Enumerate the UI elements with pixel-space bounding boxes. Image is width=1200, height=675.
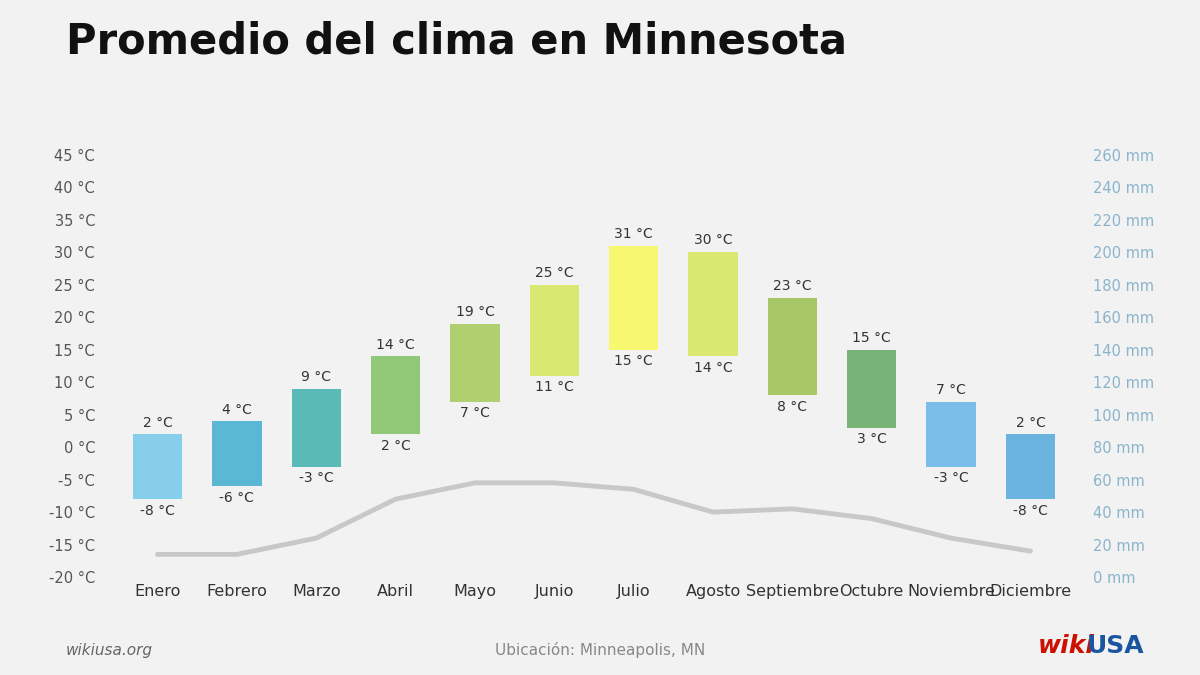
Text: 11 °C: 11 °C: [535, 380, 574, 394]
Text: -8 °C: -8 °C: [1013, 504, 1048, 518]
Text: 30 °C: 30 °C: [694, 234, 732, 248]
Text: USA: USA: [1087, 634, 1145, 658]
Text: 3 °C: 3 °C: [857, 432, 887, 446]
Text: 15 °C: 15 °C: [852, 331, 892, 345]
Text: 4 °C: 4 °C: [222, 402, 252, 416]
Text: 2 °C: 2 °C: [1015, 416, 1045, 429]
Text: 7 °C: 7 °C: [460, 406, 490, 420]
Bar: [212, 421, 262, 486]
Text: wiki: wiki: [1038, 634, 1096, 658]
Text: Ubicación: Minneapolis, MN: Ubicación: Minneapolis, MN: [494, 642, 706, 658]
Text: 7 °C: 7 °C: [936, 383, 966, 397]
Bar: [926, 402, 976, 466]
Bar: [529, 285, 578, 375]
Text: -3 °C: -3 °C: [934, 471, 968, 485]
Text: 19 °C: 19 °C: [456, 305, 494, 319]
Text: -3 °C: -3 °C: [299, 471, 334, 485]
Text: wikiusa.org: wikiusa.org: [66, 643, 154, 658]
Text: 31 °C: 31 °C: [614, 227, 653, 241]
Bar: [610, 246, 659, 350]
Bar: [292, 389, 341, 466]
Text: 14 °C: 14 °C: [694, 360, 732, 375]
Bar: [450, 323, 499, 402]
Bar: [1006, 434, 1055, 499]
Text: 9 °C: 9 °C: [301, 370, 331, 384]
Bar: [768, 298, 817, 395]
Bar: [847, 350, 896, 427]
Text: -6 °C: -6 °C: [220, 491, 254, 505]
Bar: [689, 252, 738, 356]
Text: 2 °C: 2 °C: [380, 439, 410, 453]
Bar: [133, 434, 182, 499]
Text: 23 °C: 23 °C: [773, 279, 811, 293]
Bar: [371, 356, 420, 434]
Text: -8 °C: -8 °C: [140, 504, 175, 518]
Text: 25 °C: 25 °C: [535, 266, 574, 280]
Text: 8 °C: 8 °C: [778, 400, 808, 414]
Text: Promedio del clima en Minnesota: Promedio del clima en Minnesota: [66, 20, 847, 62]
Text: 15 °C: 15 °C: [614, 354, 653, 368]
Text: 2 °C: 2 °C: [143, 416, 173, 429]
Text: 14 °C: 14 °C: [377, 338, 415, 352]
